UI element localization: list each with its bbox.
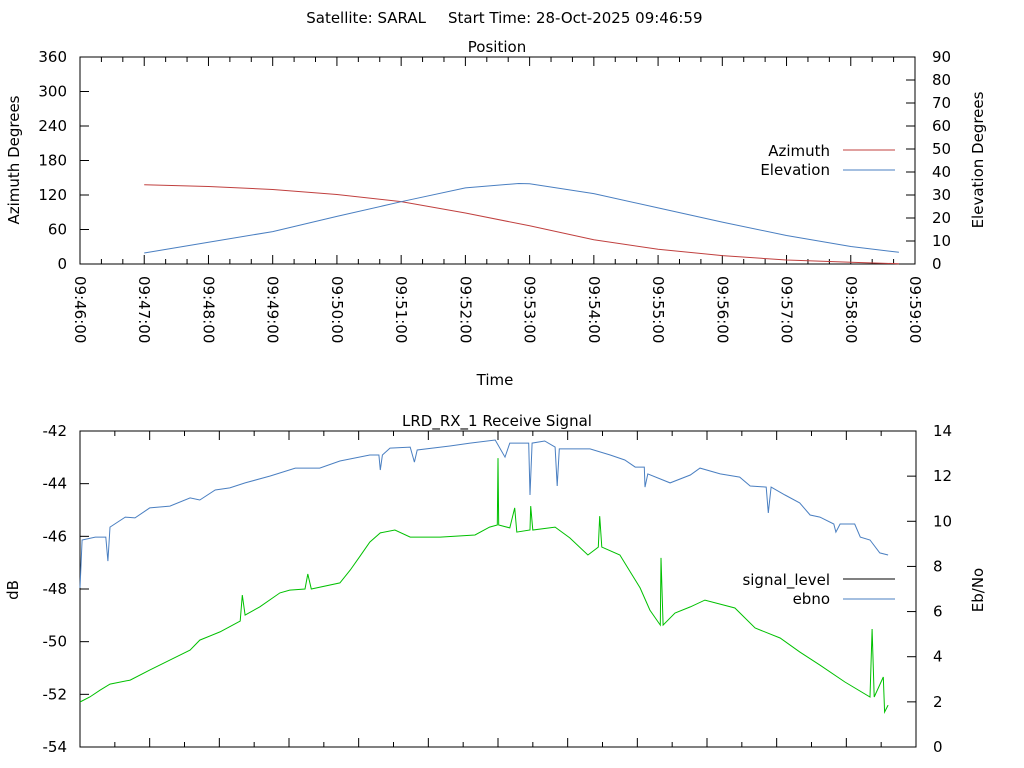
y2-tick-label: 4 (933, 648, 943, 666)
y2-tick-label: 60 (932, 117, 951, 135)
x-tick-label: 09:55:00 (649, 276, 667, 343)
y-tick-label: 240 (38, 117, 67, 135)
series-line-blue-trace (79, 439, 889, 588)
x-tick-label: 09:52:00 (456, 276, 474, 343)
y-tick-label: 60 (48, 221, 67, 239)
y2-tick-label: 2 (933, 693, 943, 711)
y2-tick-label: 14 (933, 422, 952, 440)
y2-tick-label: 10 (932, 232, 951, 250)
x-tick-label: 09:46:00 (71, 276, 89, 343)
y2-tick-label: 0 (933, 738, 943, 756)
series-line-azimuth (144, 184, 899, 265)
signal-title: LRD_RX_1 Receive Signal (402, 412, 592, 431)
y2-tick-label: 12 (933, 467, 952, 485)
x-tick-label: 09:57:00 (778, 276, 796, 343)
y-tick-label: 300 (38, 83, 67, 101)
x-tick-label: 09:56:00 (713, 276, 731, 343)
top-x-axis-label: Time (476, 371, 514, 389)
y-tick-label: -46 (43, 527, 68, 545)
series-line-elevation (144, 182, 899, 254)
receive-signal-plot: LRD_RX_1 Receive Signal dB Eb/No signal_… (4, 412, 987, 756)
y2-tick-label: 8 (933, 557, 943, 575)
position-title: Position (468, 38, 526, 56)
x-tick-label: 09:59:00 (906, 276, 924, 343)
x-tick-label: 09:53:00 (521, 276, 539, 343)
position-plot: Position Time Azimuth Degrees Elevation … (5, 38, 987, 389)
elevation-axis-label: Elevation Degrees (969, 91, 987, 228)
y-tick-label: -52 (43, 685, 68, 703)
x-tick-label: 09:54:00 (585, 276, 603, 343)
legend-signal-level-label: signal_level (742, 571, 830, 590)
y-tick-label: -48 (43, 580, 68, 598)
satellite-label: Satellite: SARAL (306, 9, 426, 27)
y2-tick-label: 50 (932, 140, 951, 158)
y-tick-label: -42 (43, 422, 68, 440)
y2-tick-label: 10 (933, 512, 952, 530)
start-time-label: Start Time: 28-Oct-2025 09:46:59 (448, 9, 703, 27)
y-tick-label: 360 (38, 48, 67, 66)
y-tick-label: -54 (43, 738, 68, 756)
ebno-axis-label: Eb/No (969, 568, 987, 612)
x-tick-label: 09:58:00 (842, 276, 860, 343)
x-tick-label: 09:50:00 (328, 276, 346, 343)
y2-tick-label: 80 (932, 71, 951, 89)
azimuth-axis-label: Azimuth Degrees (5, 95, 23, 224)
x-tick-label: 09:49:00 (264, 276, 282, 343)
y-tick-label: 180 (38, 152, 67, 170)
legend-ebno-label: ebno (793, 590, 830, 608)
legend-azimuth-label: Azimuth (768, 142, 830, 160)
y2-tick-label: 20 (932, 209, 951, 227)
x-tick-label: 09:48:00 (199, 276, 217, 343)
y-tick-label: 120 (38, 186, 67, 204)
y2-tick-label: 90 (932, 48, 951, 66)
x-tick-label: 09:51:00 (392, 276, 410, 343)
y2-tick-label: 0 (932, 255, 942, 273)
y-tick-label: -50 (43, 633, 68, 651)
y-tick-label: -44 (43, 475, 68, 493)
y-tick-label: 0 (57, 255, 67, 273)
y2-tick-label: 40 (932, 163, 951, 181)
y2-tick-label: 70 (932, 94, 951, 112)
y2-tick-label: 6 (933, 603, 943, 621)
db-axis-label: dB (4, 580, 22, 600)
series-line-green-trace (79, 458, 889, 714)
y2-tick-label: 30 (932, 186, 951, 204)
x-tick-label: 09:47:00 (135, 276, 153, 343)
legend-elevation-label: Elevation (760, 161, 830, 179)
